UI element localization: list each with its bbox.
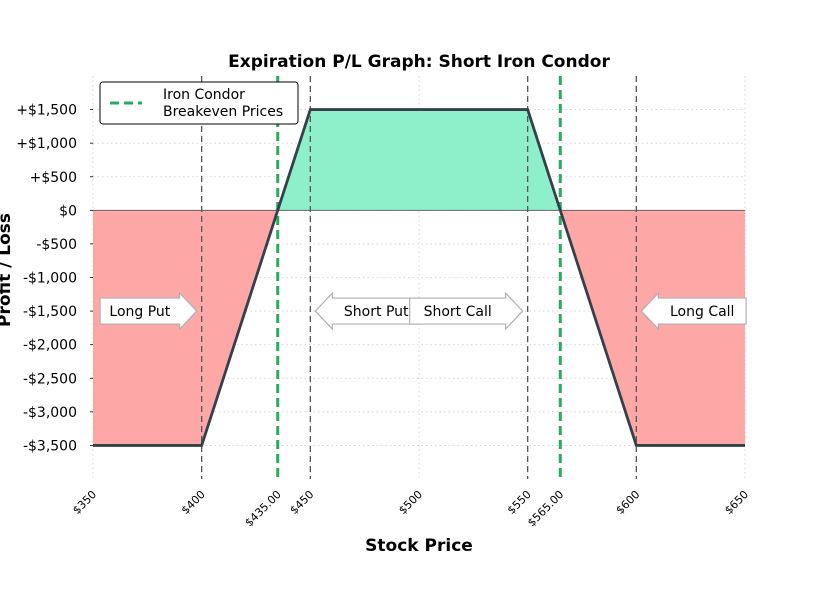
- legend-box: [99, 81, 299, 125]
- x-tick-label: $500: [396, 488, 425, 517]
- callout-label: Short Put: [344, 304, 409, 320]
- strike-lines: [201, 76, 637, 479]
- y-tick-label: $0: [59, 203, 77, 219]
- callout-arrow: [409, 291, 524, 331]
- x-tick-label: $450: [287, 488, 316, 517]
- y-tick-label: +$500: [30, 170, 77, 186]
- y-tick-label: -$3,000: [23, 405, 77, 421]
- payoff-line: [93, 108, 745, 447]
- y-tick-label: -$3,500: [23, 438, 77, 454]
- x-tick-label: $600: [613, 488, 642, 517]
- profit-area: [277, 109, 561, 211]
- strike-callouts: Long Put Short Put Short Call Long Call: [99, 291, 747, 331]
- callout-arrow: [640, 291, 747, 331]
- pl-fill-areas: [93, 109, 745, 446]
- x-tick-label: $350: [70, 488, 99, 517]
- loss-area: [560, 210, 745, 446]
- y-axis: +$1,500 +$1,000 +$500 $0 -$500 -$1,000 -$1,500…: [16, 103, 93, 454]
- y-tick-label: -$2,000: [23, 338, 77, 354]
- x-tick-label: $400: [179, 488, 208, 517]
- y-tick-label: -$500: [36, 237, 77, 253]
- x-tick-label: $435.00: [242, 488, 283, 529]
- x-axis: $350 $400 $450 $500 $550 $600 $650 $435.00 $565.…: [70, 488, 751, 529]
- callout-label: Short Call: [424, 304, 492, 320]
- legend-label: Iron Condor: [163, 87, 245, 103]
- y-tick-label: +$1,000: [16, 136, 77, 152]
- chart-title: Expiration P/L Graph: Short Iron Condor: [228, 52, 610, 72]
- y-tick-label: +$1,500: [16, 103, 77, 119]
- payoff-series: [93, 108, 745, 447]
- legend-label: Breakeven Prices: [163, 104, 283, 120]
- x-tick-label: $565.00: [525, 488, 566, 529]
- y-tick-label: -$1,500: [23, 304, 77, 320]
- callout-arrow: [99, 291, 198, 331]
- callout-arrow: [314, 291, 421, 331]
- y-tick-label: -$2,500: [23, 371, 77, 387]
- x-tick-label: $550: [505, 488, 534, 517]
- breakeven-lines: [276, 76, 562, 479]
- loss-area: [93, 210, 278, 446]
- x-axis-label: Stock Price: [365, 536, 473, 556]
- callout-label: Long Call: [670, 304, 734, 320]
- y-tick-label: -$1,000: [23, 271, 77, 287]
- x-tick-label: $650: [722, 488, 751, 517]
- y-axis-label: Profit / Loss: [0, 213, 15, 327]
- callout-label: Long Put: [109, 304, 170, 320]
